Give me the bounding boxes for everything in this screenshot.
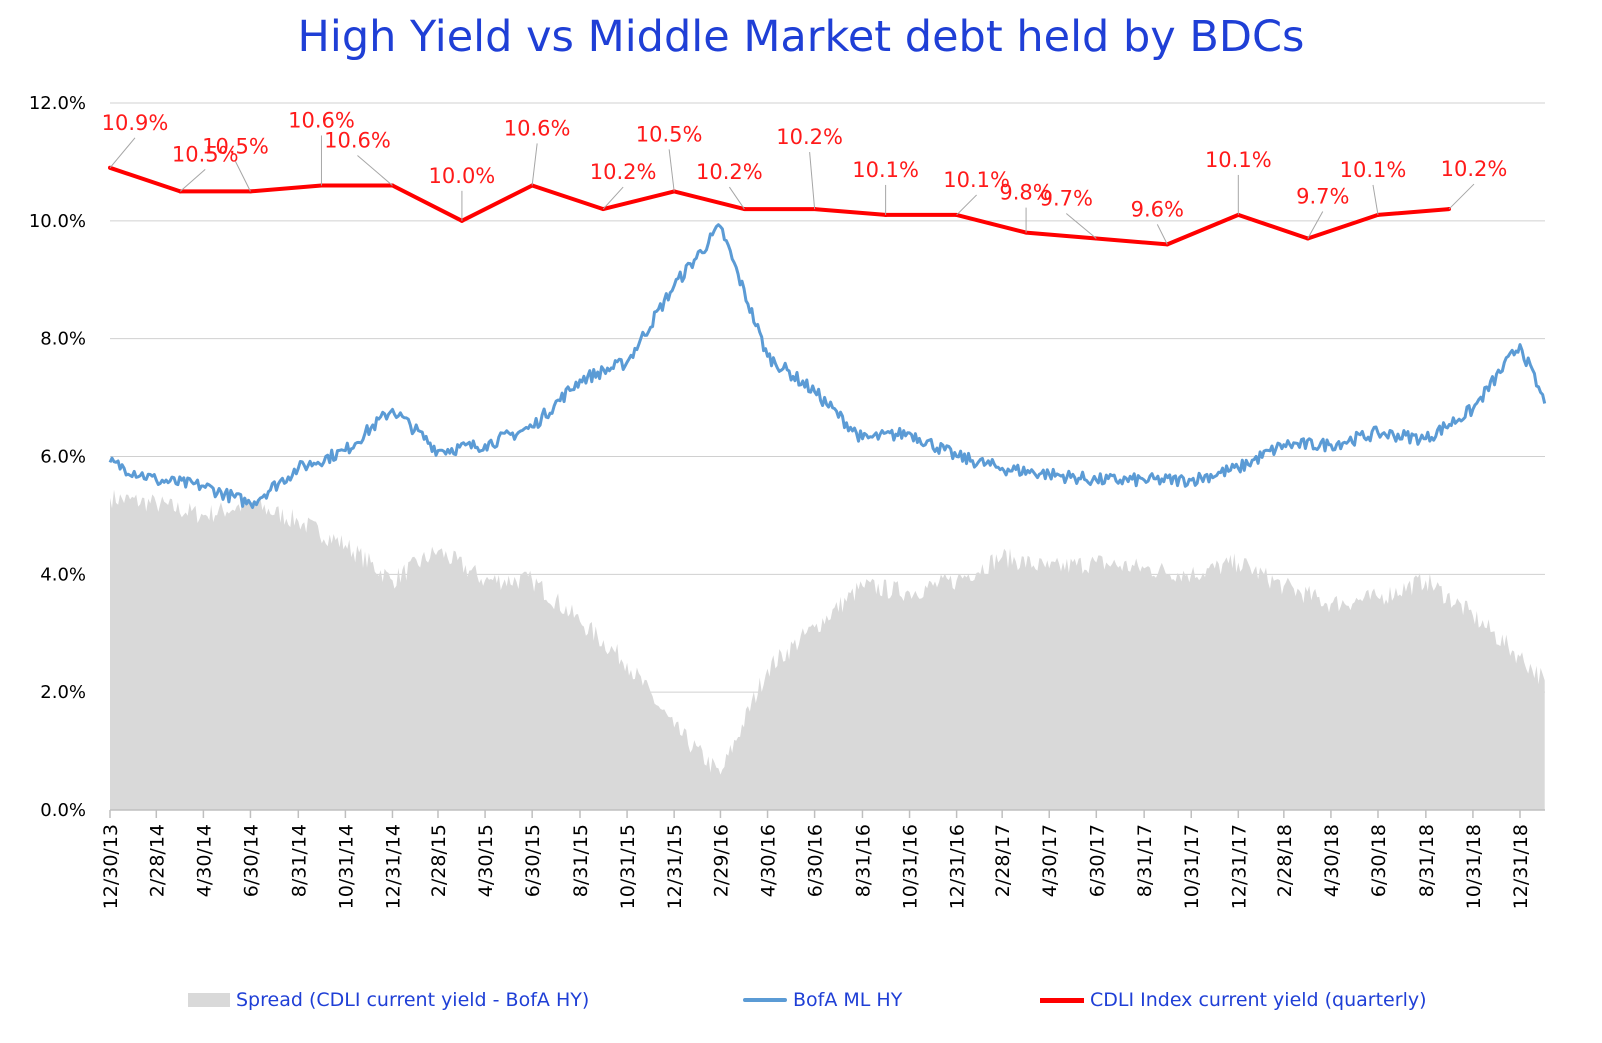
data-label-leader xyxy=(668,149,675,192)
data-label-leader xyxy=(1065,213,1097,239)
cdli-data-label: 10.2% xyxy=(1441,157,1508,181)
x-tick-label: 2/29/16 xyxy=(710,824,732,897)
data-label-leader xyxy=(109,137,136,169)
x-tick-label: 4/30/14 xyxy=(193,824,215,897)
x-tick-label: 2/28/15 xyxy=(428,824,450,897)
x-tick-label: 8/31/16 xyxy=(852,824,874,897)
data-labels-layer: 10.9%10.5%10.5%10.6%10.6%10.0%10.6%10.2%… xyxy=(102,108,1508,245)
legend: Spread (CDLI current yield - BofA HY) Bo… xyxy=(0,982,1602,1018)
cdli-data-label: 9.7% xyxy=(1040,187,1093,211)
x-tick-label: 4/30/15 xyxy=(475,824,497,897)
cdli-line-layer xyxy=(108,165,1451,247)
cdli-data-label: 9.7% xyxy=(1296,185,1349,209)
x-tick-label: 4/30/16 xyxy=(758,824,780,897)
legend-swatch-cdli xyxy=(1040,997,1084,1003)
x-tick-label: 2/28/14 xyxy=(146,824,168,897)
cdli-data-label: 9.6% xyxy=(1131,197,1184,221)
data-label-leader xyxy=(1156,224,1168,245)
x-tick-label: 6/30/15 xyxy=(522,824,544,897)
x-tick-label: 10/31/18 xyxy=(1463,824,1485,909)
cdli-data-label: 10.5% xyxy=(202,134,269,158)
y-tick-label: 12.0% xyxy=(29,93,86,114)
axes-layer: 0.0% 2.0% 4.0% 6.0% 8.0% 10.0% 12.0% 12/30/13 2/… xyxy=(29,93,1545,909)
cdli-data-label: 10.9% xyxy=(102,111,169,135)
cdli-line xyxy=(109,165,1450,247)
x-tick-label: 8/31/17 xyxy=(1134,824,1156,897)
x-tick-label: 8/31/18 xyxy=(1416,824,1438,897)
x-tick-label: 6/30/18 xyxy=(1368,824,1390,897)
cdli-data-label: 10.2% xyxy=(696,160,763,184)
cdli-data-label: 10.5% xyxy=(636,122,703,146)
chart-title: High Yield vs Middle Market debt held by… xyxy=(297,12,1305,62)
cdli-data-label: 10.6% xyxy=(504,116,571,140)
cdli-data-label: 10.1% xyxy=(943,168,1010,192)
data-label-leader xyxy=(602,186,624,210)
cdli-data-label: 10.1% xyxy=(1340,158,1407,182)
y-tick-label: 6.0% xyxy=(40,447,86,468)
x-tick-label: 8/31/15 xyxy=(570,824,592,897)
y-tick-label: 10.0% xyxy=(29,211,86,232)
x-tick-label: 4/30/18 xyxy=(1321,824,1343,897)
y-tick-label: 0.0% xyxy=(40,800,86,821)
bofa-hy-line xyxy=(108,223,1547,509)
x-tick-label: 2/28/17 xyxy=(992,824,1014,897)
cdli-data-label: 10.2% xyxy=(590,160,657,184)
spread-area-layer xyxy=(110,489,1545,810)
bofa-hy-line-layer xyxy=(108,223,1547,509)
x-tick-label: 10/31/15 xyxy=(617,824,639,909)
x-tick-label: 6/30/16 xyxy=(805,824,827,897)
x-tick-label: 12/30/13 xyxy=(100,824,122,909)
x-tick-label: 12/31/18 xyxy=(1510,824,1532,909)
x-tick-label: 10/31/14 xyxy=(335,824,357,909)
x-tick-label: 12/31/17 xyxy=(1228,824,1250,909)
cdli-data-label: 10.2% xyxy=(776,125,843,149)
cdli-data-label: 9.8% xyxy=(999,181,1052,205)
x-tick-label: 6/30/17 xyxy=(1086,824,1108,897)
x-tick-label: 12/31/14 xyxy=(382,824,404,909)
cdli-data-label: 10.6% xyxy=(288,108,355,132)
x-tick-label: 4/30/17 xyxy=(1039,824,1061,897)
x-tick-label: 6/30/14 xyxy=(240,824,262,897)
x-tick-label: 8/31/14 xyxy=(288,824,310,897)
data-label-leader xyxy=(235,161,251,192)
x-tick-label: 12/31/15 xyxy=(664,824,686,909)
y-tick-label: 8.0% xyxy=(40,329,86,350)
cdli-data-label: 10.1% xyxy=(852,158,919,182)
legend-swatch-bofa-hy xyxy=(743,998,787,1002)
data-label-leader xyxy=(1372,184,1379,216)
data-label-leader xyxy=(956,194,977,216)
chart-plot: 10.9%10.5%10.5%10.6%10.6%10.0%10.6%10.2%… xyxy=(29,93,1547,909)
legend-item-spread: Spread (CDLI current yield - BofA HY) xyxy=(188,982,589,1018)
y-tick-label: 2.0% xyxy=(40,682,86,703)
x-tick-label: 12/31/16 xyxy=(947,824,969,909)
data-label-leader xyxy=(728,186,745,210)
legend-item-bofa-hy: BofA ML HY xyxy=(743,982,902,1018)
data-label-leader xyxy=(531,143,538,186)
legend-item-cdli: CDLI Index current yield (quarterly) xyxy=(1040,982,1427,1018)
data-label-leader xyxy=(809,152,816,210)
spread-area xyxy=(110,489,1545,810)
x-tick-label: 10/31/16 xyxy=(900,824,922,909)
cdli-data-label: 10.6% xyxy=(324,128,391,152)
x-tick-label: 10/31/17 xyxy=(1181,824,1203,909)
legend-label-cdli: CDLI Index current yield (quarterly) xyxy=(1090,989,1427,1011)
legend-label-bofa-hy: BofA ML HY xyxy=(793,989,903,1011)
x-tick-label: 2/28/18 xyxy=(1274,824,1296,897)
cdli-data-label: 10.5% xyxy=(172,142,239,166)
data-label-leader xyxy=(357,155,393,186)
data-label-leader xyxy=(1448,183,1475,210)
cdli-data-label: 10.0% xyxy=(429,164,496,188)
y-tick-label: 4.0% xyxy=(40,564,86,585)
data-label-leader xyxy=(179,168,206,192)
legend-swatch-spread xyxy=(188,993,230,1007)
legend-label-spread: Spread (CDLI current yield - BofA HY) xyxy=(236,989,590,1011)
data-label-leader xyxy=(1307,211,1324,239)
cdli-data-label: 10.1% xyxy=(1205,148,1272,172)
